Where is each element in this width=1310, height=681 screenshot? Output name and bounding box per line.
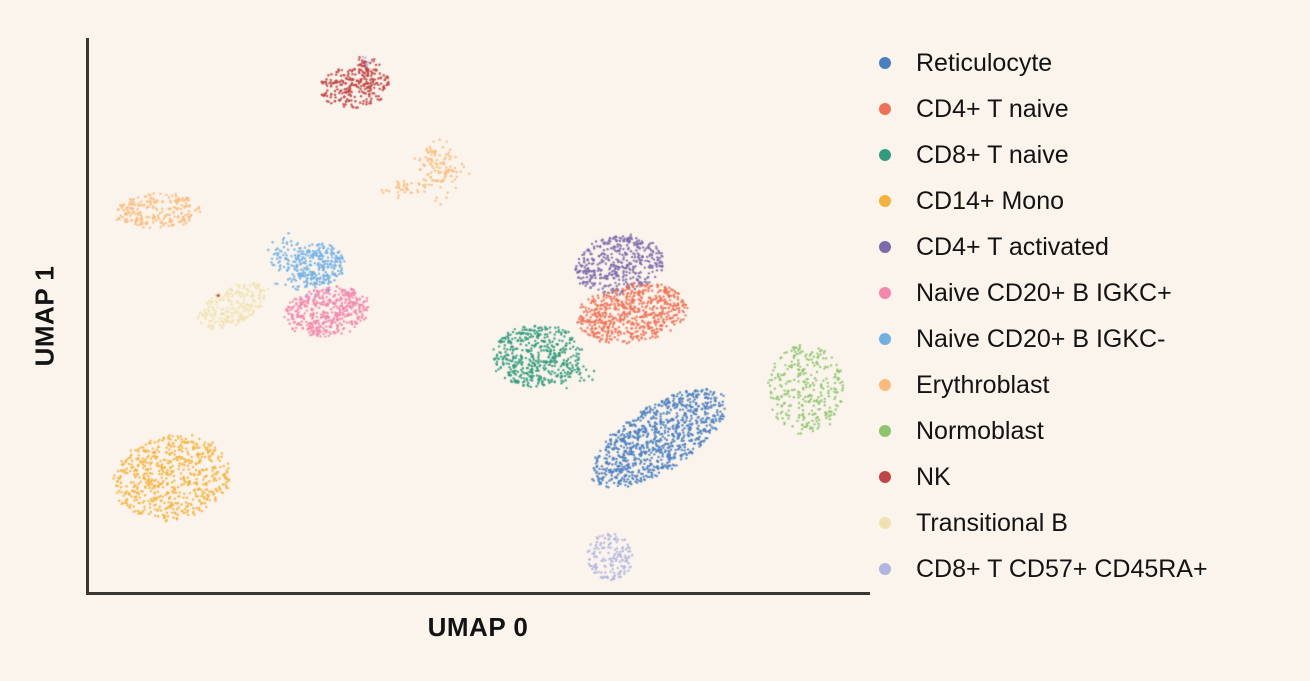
legend-label: Erythroblast xyxy=(916,370,1050,399)
legend-color-dot xyxy=(879,103,891,115)
legend-item-naive-cd20-b-igkc-pos: Naive CD20+ B IGKC+ xyxy=(874,270,1304,316)
legend-label: Naive CD20+ B IGKC+ xyxy=(916,278,1172,307)
legend-label: Transitional B xyxy=(916,508,1068,537)
legend-item-normoblast: Normoblast xyxy=(874,408,1304,454)
x-axis-label: UMAP 0 xyxy=(427,612,529,642)
y-axis-line xyxy=(86,38,89,594)
legend-color-dot xyxy=(879,287,891,299)
legend-color-dot xyxy=(879,241,891,253)
legend-color-dot xyxy=(879,195,891,207)
legend-color-dot xyxy=(879,471,891,483)
legend-label: CD14+ Mono xyxy=(916,186,1064,215)
legend-item-naive-cd20-b-igkc-neg: Naive CD20+ B IGKC- xyxy=(874,316,1304,362)
legend-label: Naive CD20+ B IGKC- xyxy=(916,324,1166,353)
legend-item-cd8-t-naive: CD8+ T naive xyxy=(874,132,1304,178)
legend-item-nk: NK xyxy=(874,454,1304,500)
legend-item-cd14-mono: CD14+ Mono xyxy=(874,178,1304,224)
legend-item-cd8-t-cd57-cd45ra: CD8+ T CD57+ CD45RA+ xyxy=(874,546,1304,592)
legend-label: NK xyxy=(916,462,951,491)
legend-label: CD8+ T CD57+ CD45RA+ xyxy=(916,554,1208,583)
legend-item-cd4-t-activated: CD4+ T activated xyxy=(874,224,1304,270)
legend-color-dot xyxy=(879,57,891,69)
y-axis-label: UMAP 1 xyxy=(29,265,60,367)
legend-color-dot xyxy=(879,563,891,575)
legend-label: CD4+ T naive xyxy=(916,94,1069,123)
legend-color-dot xyxy=(879,517,891,529)
legend-item-cd4-t-naive: CD4+ T naive xyxy=(874,86,1304,132)
legend-color-dot xyxy=(879,149,891,161)
legend-color-dot xyxy=(879,425,891,437)
legend-color-dot xyxy=(879,379,891,391)
x-axis-line xyxy=(86,592,870,595)
legend-label: CD8+ T naive xyxy=(916,140,1069,169)
legend: Reticulocyte CD4+ T naive CD8+ T naive C… xyxy=(874,40,1304,592)
legend-item-erythroblast: Erythroblast xyxy=(874,362,1304,408)
legend-item-reticulocyte: Reticulocyte xyxy=(874,40,1304,86)
legend-label: Normoblast xyxy=(916,416,1044,445)
legend-label: Reticulocyte xyxy=(916,48,1053,77)
legend-color-dot xyxy=(879,333,891,345)
legend-label: CD4+ T activated xyxy=(916,232,1109,261)
legend-item-transitional-b: Transitional B xyxy=(874,500,1304,546)
